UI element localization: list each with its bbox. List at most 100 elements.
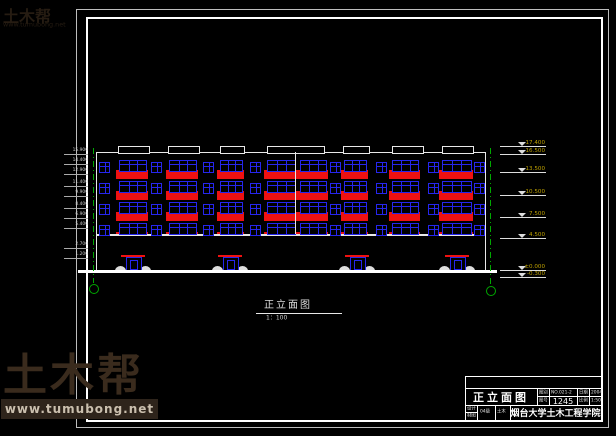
- sheet-inner-border: [86, 17, 603, 422]
- small-window: [250, 225, 261, 236]
- small-window: [203, 225, 214, 236]
- window-mullion: [358, 161, 360, 171]
- level-label: 13.500: [525, 165, 545, 172]
- window-mullion: [409, 182, 411, 192]
- window-mullion: [309, 203, 311, 213]
- parapet-segment: [118, 146, 150, 154]
- window-mullion: [335, 184, 337, 193]
- level-triangle: [518, 234, 526, 238]
- level-line: [500, 195, 546, 196]
- level-label: 17.400: [525, 139, 545, 146]
- entrance-door: [126, 257, 142, 272]
- level-triangle: [518, 213, 526, 217]
- window-mullion: [128, 161, 130, 171]
- entrance-canopy: [218, 255, 242, 257]
- window-mullion: [358, 182, 360, 192]
- window-mullion: [227, 182, 229, 192]
- balcony-band: [297, 170, 328, 179]
- balcony-band: [439, 191, 473, 200]
- dim-label: 8.400: [75, 201, 88, 207]
- level-label: 16.500: [525, 147, 545, 154]
- wide-window: [300, 202, 327, 214]
- expansion-joint-line: [295, 152, 296, 234]
- watermark-top-url: www.tumubong.net: [3, 21, 66, 29]
- wide-window: [267, 202, 296, 214]
- window-mullion: [335, 205, 337, 214]
- small-window: [330, 183, 341, 194]
- small-window: [151, 204, 162, 215]
- window-mullion: [309, 161, 311, 171]
- window-mullion: [255, 163, 257, 172]
- level-line: [500, 217, 546, 218]
- window-mullion: [335, 226, 337, 235]
- drawing-scale: 1：100: [266, 314, 288, 321]
- window-transom: [120, 206, 146, 207]
- window-mullion: [285, 182, 287, 192]
- entrance-door: [350, 257, 366, 272]
- window-transom: [120, 185, 146, 186]
- window-mullion: [461, 203, 463, 213]
- wide-window: [392, 223, 419, 235]
- window-mullion: [104, 226, 106, 235]
- level-triangle: [518, 150, 526, 154]
- title-block-value-scale: 1:50: [591, 397, 601, 403]
- window-mullion: [309, 224, 311, 234]
- window-mullion: [255, 226, 257, 235]
- window-mullion: [104, 163, 106, 172]
- axis-line: [490, 148, 491, 285]
- window-transom: [120, 227, 146, 228]
- window-transom: [301, 227, 326, 228]
- watermark-bottom-url: www.tumubong.net: [4, 402, 155, 416]
- window-mullion: [104, 184, 106, 193]
- balcony-band: [341, 191, 368, 200]
- level-line: [500, 277, 546, 278]
- level-label: 7.500: [529, 210, 545, 217]
- dim-label: 9.900: [75, 189, 88, 195]
- window-mullion: [208, 226, 210, 235]
- window-mullion: [178, 161, 180, 171]
- window-mullion: [285, 224, 287, 234]
- dim-leader-line: [64, 164, 88, 165]
- title-block-value-type: NO.021-2: [551, 389, 572, 395]
- small-window: [428, 225, 439, 236]
- window-mullion: [276, 161, 278, 171]
- window-transom: [393, 164, 418, 165]
- window-mullion: [208, 205, 210, 214]
- wide-window: [119, 160, 147, 172]
- small-window: [151, 225, 162, 236]
- window-transom: [443, 227, 471, 228]
- window-mullion: [208, 163, 210, 172]
- window-mullion: [187, 161, 189, 171]
- small-window: [151, 183, 162, 194]
- wide-window: [442, 160, 472, 172]
- balcony-band: [166, 191, 198, 200]
- window-mullion: [433, 226, 435, 235]
- balcony-band: [297, 191, 328, 200]
- window-transom: [345, 206, 366, 207]
- dim-label: 5.400: [75, 221, 88, 227]
- level-line: [500, 146, 546, 147]
- wide-window: [119, 223, 147, 235]
- axis-line: [93, 148, 94, 283]
- window-transom: [301, 164, 326, 165]
- window-transom: [345, 185, 366, 186]
- balcony-band: [166, 212, 198, 221]
- balcony-band: [264, 191, 297, 200]
- first-floor-line: [96, 234, 484, 236]
- small-window: [376, 225, 387, 236]
- window-mullion: [317, 224, 319, 234]
- window-mullion: [227, 161, 229, 171]
- ground-line: [78, 270, 497, 273]
- dim-leader-line: [64, 186, 88, 187]
- window-transom: [268, 206, 295, 207]
- window-transom: [393, 206, 418, 207]
- balcony-band: [439, 212, 473, 221]
- window-mullion: [461, 161, 463, 171]
- axis-bubble: [486, 286, 496, 296]
- wide-window: [300, 181, 327, 193]
- window-mullion: [479, 205, 481, 214]
- window-mullion: [358, 203, 360, 213]
- window-mullion: [128, 182, 130, 192]
- small-window: [99, 225, 110, 236]
